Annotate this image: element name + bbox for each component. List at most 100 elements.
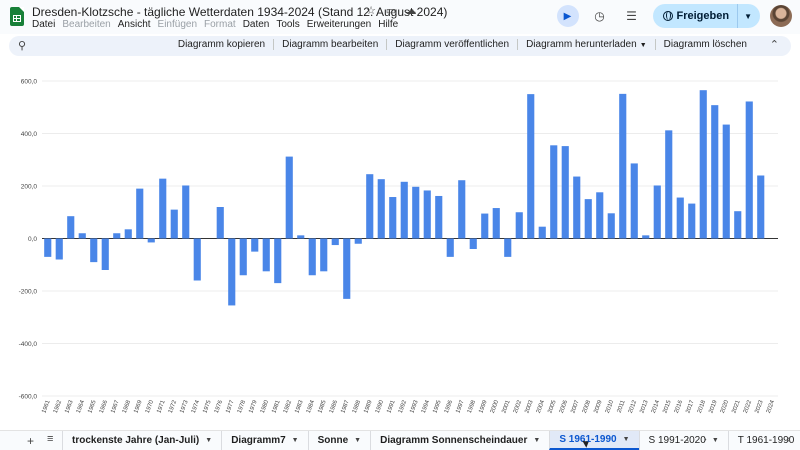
bar-2007[interactable]	[573, 176, 581, 239]
bar-1964[interactable]	[78, 233, 86, 239]
bar-2014[interactable]	[653, 185, 661, 239]
menu-format[interactable]: Format	[204, 19, 236, 30]
bar-2010[interactable]	[607, 213, 615, 239]
sheet-tab-t-1961-1990[interactable]: T 1961-1990▼	[727, 431, 800, 450]
bar-1967[interactable]	[113, 233, 121, 239]
bar-2018[interactable]	[699, 90, 707, 239]
sheet-tab-s-1961-1990[interactable]: S 1961-1990 ▼	[549, 431, 639, 450]
bar-1961[interactable]	[44, 238, 52, 257]
bar-1989[interactable]	[366, 174, 374, 239]
edit-chart-button[interactable]: Diagramm bearbeiten	[273, 39, 386, 50]
scroll-tabs-left-icon[interactable]: ‹	[686, 434, 690, 445]
bar-1979[interactable]	[251, 238, 259, 252]
sheet-tab-diagramm-sonnenscheindauer[interactable]: Diagramm Sonnenscheindauer ▼	[370, 431, 549, 450]
menu-hilfe[interactable]: Hilfe	[378, 19, 399, 30]
share-dropdown-icon[interactable]: ▼	[744, 11, 752, 21]
bar-1978[interactable]	[239, 238, 247, 276]
bar-2002[interactable]	[515, 212, 523, 239]
bar-2021[interactable]	[734, 211, 742, 239]
bar-2003[interactable]	[527, 94, 535, 239]
bar-2006[interactable]	[561, 146, 569, 239]
bar-1995[interactable]	[435, 195, 443, 239]
bar-2019[interactable]	[711, 105, 719, 239]
copy-chart-button[interactable]: Diagramm kopieren	[177, 39, 266, 50]
cloud-status-icon[interactable]: ☁	[405, 5, 417, 17]
bar-1994[interactable]	[423, 190, 431, 239]
share-button[interactable]: Freigeben ▼	[652, 4, 760, 28]
bar-1968[interactable]	[124, 229, 132, 239]
bar-1980[interactable]	[262, 238, 270, 272]
bar-2017[interactable]	[688, 203, 696, 239]
menu-erweiterungen[interactable]: Erweiterungen	[306, 19, 372, 30]
bar-1963[interactable]	[67, 216, 75, 239]
bar-1997[interactable]	[458, 180, 466, 239]
bar-1992[interactable]	[400, 181, 408, 239]
bar-1987[interactable]	[343, 238, 351, 299]
sheet-tab-s-1991-2020[interactable]: S 1991-2020 ▼	[638, 431, 728, 450]
search-icon[interactable]: ⚲	[18, 40, 27, 52]
bar-2005[interactable]	[550, 145, 558, 239]
bar-2013[interactable]	[642, 235, 650, 239]
document-title[interactable]: Dresden-Klotzsche - tägliche Wetterdaten…	[32, 5, 448, 19]
sheet-tab-sonne[interactable]: Sonne ▼	[307, 431, 371, 450]
menu-einfuegen[interactable]: Einfügen	[157, 19, 198, 30]
bar-2023[interactable]	[757, 175, 765, 239]
bar-2016[interactable]	[676, 197, 684, 239]
bar-1972[interactable]	[170, 209, 178, 239]
sheet-tab-trockenste-jahre[interactable]: trockenste Jahre (Jan-Juli) ▼	[62, 431, 221, 450]
comments-icon[interactable]: ☰	[626, 9, 637, 23]
explore-panel-toggle-icon[interactable]: ‹	[786, 434, 790, 445]
bar-1986[interactable]	[331, 238, 339, 246]
bar-1988[interactable]	[354, 238, 362, 244]
bar-2020[interactable]	[722, 124, 730, 239]
bar-1984[interactable]	[308, 238, 316, 276]
bar-2012[interactable]	[630, 163, 638, 239]
sheet-tab-diagramm7[interactable]: Diagramm7 ▼	[221, 431, 307, 450]
bar-1966[interactable]	[101, 238, 109, 271]
bar-2015[interactable]	[665, 130, 673, 239]
menu-ansicht[interactable]: Ansicht	[117, 19, 151, 30]
bar-1996[interactable]	[446, 238, 454, 257]
menu-daten[interactable]: Daten	[242, 19, 270, 30]
bar-1982[interactable]	[285, 156, 293, 239]
bar-2001[interactable]	[504, 238, 512, 257]
add-sheet-icon[interactable]: +	[27, 434, 35, 448]
sheets-logo-icon[interactable]	[10, 7, 24, 26]
bar-1983[interactable]	[297, 235, 305, 239]
star-icon[interactable]: ☆	[366, 5, 376, 17]
bar-1993[interactable]	[412, 186, 420, 239]
download-chart-button[interactable]: Diagramm herunterladen ▼	[517, 39, 655, 50]
bar-1999[interactable]	[481, 213, 489, 239]
bar-1969[interactable]	[136, 188, 144, 239]
bar-1990[interactable]	[377, 179, 385, 239]
bar-1998[interactable]	[469, 238, 477, 250]
bar-1965[interactable]	[90, 238, 98, 263]
bar-1970[interactable]	[147, 238, 155, 243]
all-sheets-icon[interactable]: ≡	[47, 433, 54, 445]
scroll-tabs-right-icon[interactable]: ›	[703, 434, 707, 445]
bar-2009[interactable]	[596, 192, 604, 239]
menu-bearbeiten[interactable]: Bearbeiten	[62, 19, 111, 30]
collapse-toolbar-icon[interactable]: ⌃	[769, 39, 779, 51]
bar-1976[interactable]	[216, 207, 224, 239]
bar-1962[interactable]	[55, 238, 63, 260]
bar-chart[interactable]: 600,0 400,0 200,0 0,0 -200,0 -400,0 -600,0 196…	[0, 60, 800, 430]
bar-2022[interactable]	[745, 101, 753, 239]
bar-1971[interactable]	[159, 178, 167, 239]
delete-chart-button[interactable]: Diagramm löschen	[654, 39, 755, 50]
bar-1991[interactable]	[389, 197, 397, 239]
move-folder-icon[interactable]: ▭	[385, 5, 397, 17]
bar-1974[interactable]	[193, 238, 201, 281]
menu-tools[interactable]: Tools	[276, 19, 300, 30]
bar-1973[interactable]	[182, 185, 190, 239]
menu-datei[interactable]: Datei	[32, 19, 56, 30]
bar-1981[interactable]	[274, 238, 282, 284]
bar-2008[interactable]	[584, 199, 592, 239]
history-icon[interactable]: ◷	[594, 9, 605, 23]
bar-2011[interactable]	[619, 93, 627, 239]
bar-1977[interactable]	[228, 238, 236, 306]
publish-chart-button[interactable]: Diagramm veröffentlichen	[386, 39, 517, 50]
meet-icon[interactable]: ▶	[556, 5, 579, 27]
bar-1985[interactable]	[320, 238, 328, 272]
bar-2000[interactable]	[492, 208, 500, 239]
